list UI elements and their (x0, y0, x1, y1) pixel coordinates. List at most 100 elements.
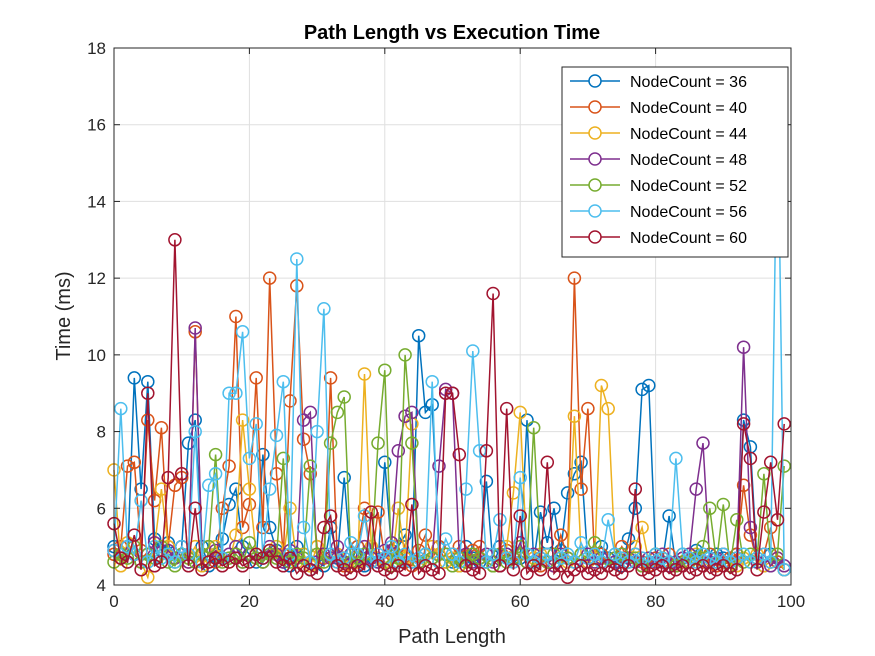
data-point (499, 401, 514, 416)
data-point (716, 559, 731, 573)
legend-label: NodeCount = 36 (630, 74, 747, 91)
legend-label: NodeCount = 60 (630, 230, 747, 247)
data-point (262, 543, 277, 558)
data-point (256, 447, 270, 462)
data-point (378, 562, 392, 577)
data-point (181, 559, 196, 573)
data-point (161, 470, 175, 485)
data-point (703, 501, 717, 516)
data-point (520, 547, 534, 562)
legend-item: NodeCount = 44 (570, 126, 747, 143)
data-point (445, 386, 460, 400)
y-tick-label: 14 (87, 192, 106, 211)
data-point (635, 562, 649, 577)
data-point (134, 562, 148, 577)
data-point (655, 559, 670, 573)
x-tick-label: 80 (646, 592, 665, 611)
data-point (283, 501, 297, 516)
data-point (141, 386, 155, 400)
data-point (642, 566, 656, 581)
legend-marker (588, 230, 602, 244)
data-point (777, 562, 791, 577)
data-point (323, 371, 338, 385)
data-point (303, 459, 318, 473)
y-tick-label: 12 (87, 269, 106, 288)
data-point (262, 482, 277, 496)
data-point (466, 344, 480, 358)
legend-marker (588, 126, 602, 140)
data-point (371, 559, 385, 573)
data-point (432, 566, 446, 581)
data-point (337, 470, 351, 485)
data-point (411, 551, 426, 565)
data-point (696, 539, 710, 554)
data-point (533, 562, 548, 577)
data-point (323, 436, 338, 450)
data-point (405, 436, 419, 450)
legend-item: NodeCount = 56 (570, 204, 747, 221)
data-point (472, 444, 487, 458)
data-point (635, 520, 649, 535)
data-point (689, 562, 703, 577)
data-point (127, 371, 142, 385)
data-point (391, 551, 406, 565)
legend-marker (588, 204, 602, 218)
data-point (141, 570, 155, 585)
data-point (317, 555, 331, 569)
data-point (398, 562, 412, 577)
data-point (391, 559, 406, 573)
data-point (256, 551, 270, 565)
data-point (574, 559, 588, 573)
data-point (594, 566, 609, 581)
data-point (648, 562, 663, 577)
data-point (154, 555, 169, 569)
data-point (174, 467, 189, 481)
legend-label: NodeCount = 52 (630, 178, 747, 195)
legend-marker (588, 100, 602, 114)
data-point (290, 566, 304, 581)
data-point (405, 497, 419, 512)
data-point (168, 233, 182, 247)
legend-marker (588, 178, 602, 192)
data-point (587, 562, 602, 577)
data-point (574, 536, 588, 550)
data-point (215, 559, 230, 573)
data-point (757, 547, 771, 562)
data-point (642, 378, 656, 393)
data-point (628, 501, 643, 516)
data-point (364, 505, 379, 519)
data-point (310, 566, 324, 581)
data-point (215, 501, 230, 516)
data-point (229, 547, 243, 562)
data-point (262, 520, 277, 535)
data-point (222, 459, 236, 473)
data-point (743, 451, 758, 466)
series-line (113, 86, 785, 570)
data-point (466, 562, 480, 577)
data-point (330, 405, 345, 420)
data-point (418, 559, 433, 573)
data-point (648, 547, 663, 562)
data-point (763, 455, 778, 470)
data-point (689, 482, 703, 496)
data-point (736, 478, 751, 493)
data-point (696, 436, 710, 450)
x-tick-label: 100 (777, 592, 805, 611)
data-point (669, 562, 683, 577)
y-tick-label: 16 (87, 116, 106, 135)
data-point (296, 520, 311, 535)
data-point (249, 371, 263, 385)
legend-label: NodeCount = 56 (630, 204, 747, 221)
data-point (567, 409, 582, 423)
data-point (384, 539, 399, 554)
data-point (249, 547, 263, 562)
data-point (635, 382, 649, 397)
data-point (134, 493, 148, 508)
data-point (520, 566, 534, 581)
data-point (114, 547, 128, 562)
data-point (235, 559, 250, 573)
data-point (615, 551, 629, 565)
data-point (283, 547, 297, 562)
data-point (459, 482, 473, 496)
